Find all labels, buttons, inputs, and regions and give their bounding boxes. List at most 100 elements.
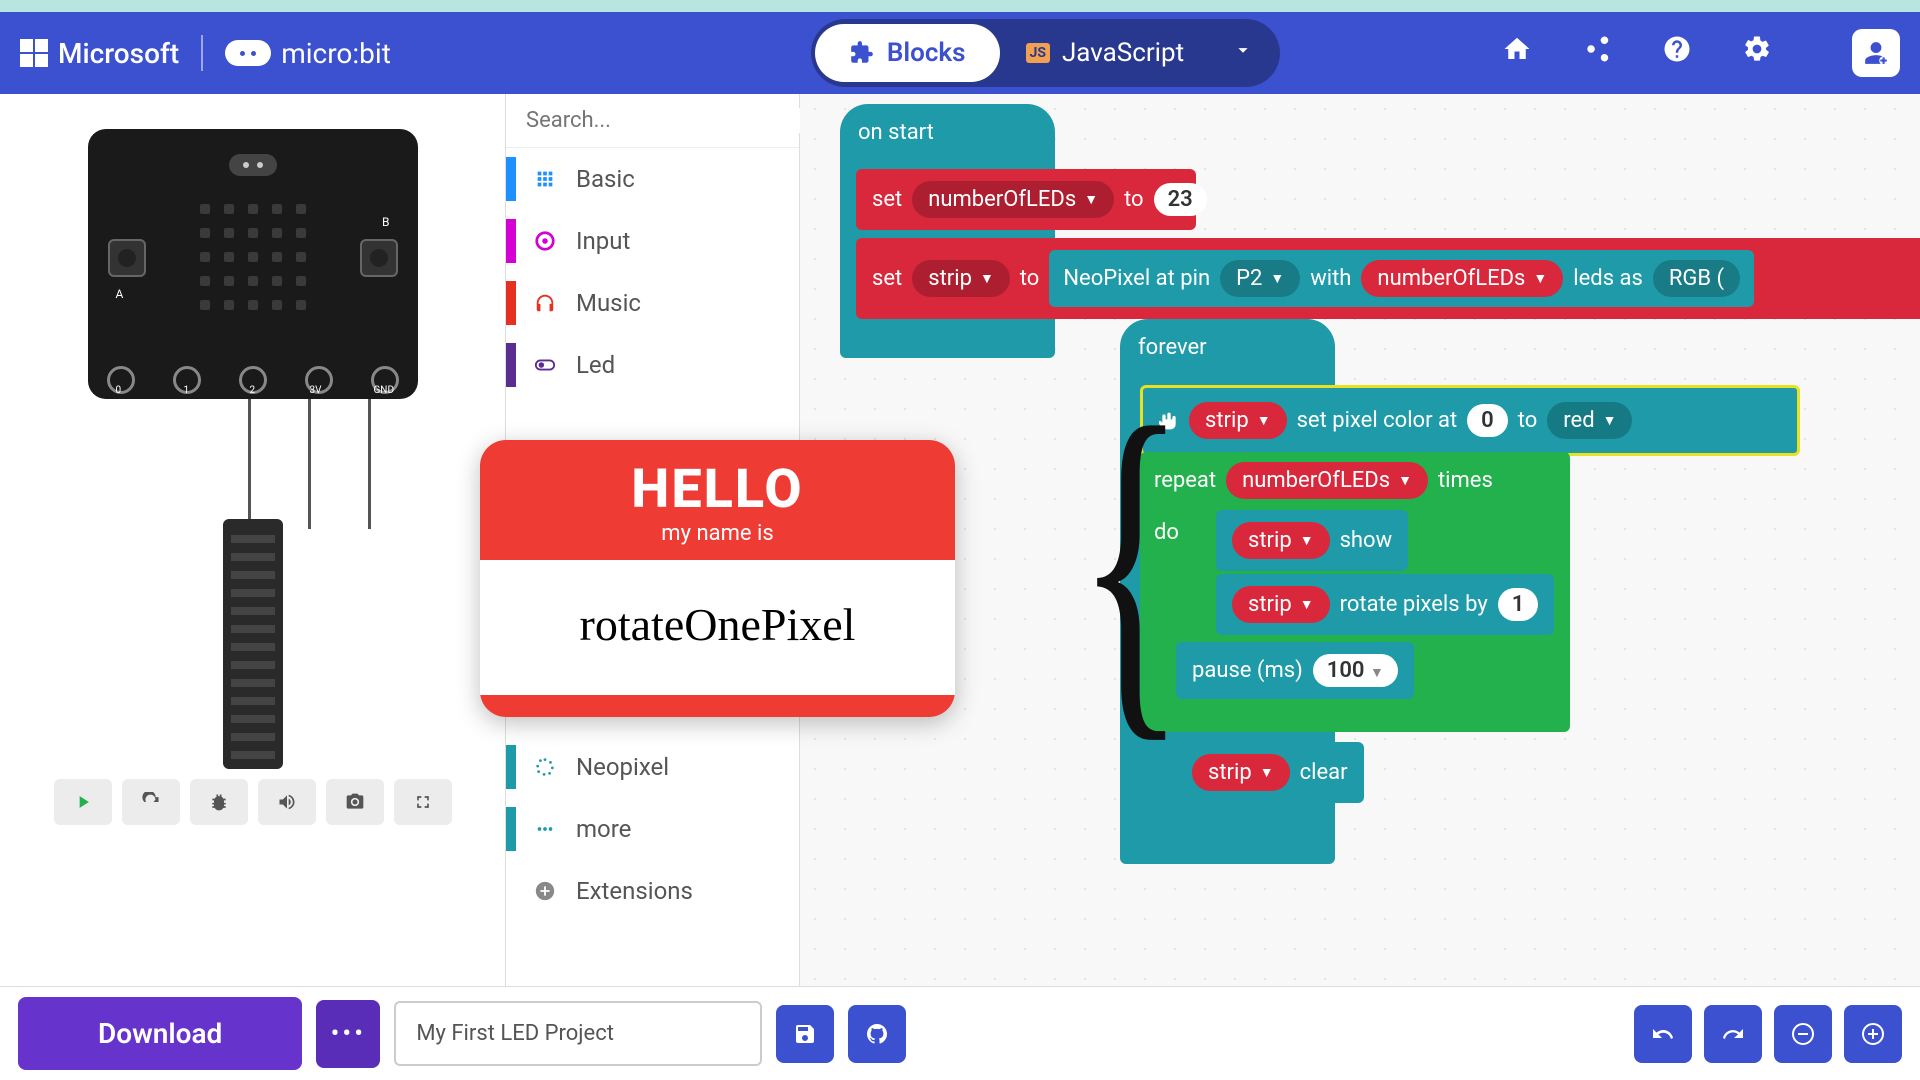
plus-icon xyxy=(1861,1022,1885,1046)
led-matrix xyxy=(200,204,306,310)
microsoft-logo[interactable]: Microsoft xyxy=(20,37,179,70)
pin-label-3v: 3V xyxy=(310,385,322,396)
language-dropdown[interactable] xyxy=(1210,39,1276,67)
fullscreen-button[interactable] xyxy=(394,779,452,825)
home-icon xyxy=(1502,34,1532,64)
save-button[interactable] xyxy=(776,1005,834,1063)
microbit-simulator[interactable]: A B 0 1 2 3V GND xyxy=(88,129,418,399)
category-extensions[interactable]: Extensions xyxy=(506,860,799,922)
help-button[interactable] xyxy=(1662,34,1692,72)
profile-icon xyxy=(1863,40,1889,66)
rotate-amount-input[interactable]: 1 xyxy=(1498,588,1539,621)
strip-var[interactable]: strip▼ xyxy=(1192,754,1290,791)
simulator-controls xyxy=(30,779,475,825)
snapshot-button[interactable] xyxy=(326,779,384,825)
download-button[interactable]: Download xyxy=(18,997,302,1070)
annotation-brace: { xyxy=(1076,400,1185,723)
set-pixel-color-block[interactable]: strip▼ set pixel color at 0 to red▼ xyxy=(1140,385,1800,456)
blocks-workspace[interactable]: on start set numberOfLEDs▼ to 23 set str… xyxy=(800,94,1920,1020)
neopixel-strip-icon xyxy=(223,519,283,769)
strip-dropdown[interactable]: strip▼ xyxy=(912,260,1010,297)
repeat-count-var[interactable]: numberOfLEDs▼ xyxy=(1226,462,1428,499)
share-button[interactable] xyxy=(1582,34,1612,72)
redo-button[interactable] xyxy=(1704,1005,1762,1063)
format-dropdown[interactable]: RGB ( xyxy=(1653,260,1740,297)
play-button[interactable] xyxy=(54,779,112,825)
minus-icon xyxy=(1791,1022,1815,1046)
category-led[interactable]: Led xyxy=(506,334,799,396)
strip-var[interactable]: strip▼ xyxy=(1232,522,1330,559)
nametag-name: rotateOnePixel xyxy=(480,560,955,695)
toolbox-search[interactable] xyxy=(506,94,799,148)
microbit-logo[interactable]: micro:bit xyxy=(225,37,391,70)
label-a: A xyxy=(116,287,124,301)
strip-clear-block[interactable]: strip▼ clear xyxy=(1176,742,1364,803)
header-bar: Microsoft micro:bit Blocks JS JavaScript xyxy=(0,12,1920,94)
neopixel-wiring xyxy=(88,399,418,759)
button-a[interactable] xyxy=(108,239,146,277)
nametag-header: HELLO my name is xyxy=(480,440,955,560)
category-neopixel[interactable]: Neopixel xyxy=(506,736,799,798)
set-strip-block[interactable]: set strip▼ to NeoPixel at pin P2▼ with n… xyxy=(856,238,1920,319)
tab-js-label: JavaScript xyxy=(1062,38,1184,68)
to-label: to xyxy=(1020,266,1040,291)
strip-var[interactable]: strip▼ xyxy=(1232,586,1330,623)
strip-show-block[interactable]: strip▼ show xyxy=(1216,510,1408,571)
undo-icon xyxy=(1651,1022,1675,1046)
redo-icon xyxy=(1721,1022,1745,1046)
fullscreen-icon xyxy=(413,792,433,812)
on-start-label: on start xyxy=(858,120,934,145)
bug-icon xyxy=(209,792,229,812)
pin-label-gnd: GND xyxy=(374,385,395,396)
footer-bar: Download ••• My First LED Project xyxy=(0,986,1920,1080)
project-name-input[interactable]: My First LED Project xyxy=(394,1001,762,1066)
color-dropdown[interactable]: red▼ xyxy=(1547,402,1632,439)
category-more[interactable]: more xyxy=(506,798,799,860)
nametag-annotation: HELLO my name is rotateOnePixel xyxy=(480,440,955,717)
zoom-in-button[interactable] xyxy=(1844,1005,1902,1063)
audio-button[interactable] xyxy=(258,779,316,825)
pin-dropdown[interactable]: P2▼ xyxy=(1220,260,1300,297)
search-input[interactable] xyxy=(526,108,804,133)
tab-javascript[interactable]: JS JavaScript xyxy=(1000,24,1211,82)
tab-blocks[interactable]: Blocks xyxy=(815,24,1000,82)
strip-var[interactable]: strip▼ xyxy=(1189,402,1287,439)
github-button[interactable] xyxy=(848,1005,906,1063)
zoom-out-button[interactable] xyxy=(1774,1005,1832,1063)
set-numberofleds-block[interactable]: set numberOfLEDs▼ to 23 xyxy=(856,169,1196,230)
variable-dropdown[interactable]: numberOfLEDs▼ xyxy=(912,181,1114,218)
edge-pins: 0 1 2 3V GND xyxy=(88,361,418,399)
speaker-icon xyxy=(277,792,297,812)
download-options-button[interactable]: ••• xyxy=(316,1000,380,1068)
puzzle-icon xyxy=(849,40,875,66)
microbit-icon xyxy=(225,40,271,66)
leds-count-var[interactable]: numberOfLEDs▼ xyxy=(1361,260,1563,297)
button-b[interactable] xyxy=(360,239,398,277)
pause-value-dropdown[interactable]: 100 ▼ xyxy=(1313,654,1398,687)
simulator-panel: A B 0 1 2 3V GND xyxy=(0,94,505,1020)
share-icon xyxy=(1582,34,1612,64)
settings-button[interactable] xyxy=(1742,34,1772,72)
pin-label-1: 1 xyxy=(184,385,190,396)
footer-right-controls xyxy=(1634,1005,1902,1063)
rotate-pixels-block[interactable]: strip▼ rotate pixels by 1 xyxy=(1216,574,1554,635)
category-basic[interactable]: Basic xyxy=(506,148,799,210)
github-icon xyxy=(865,1022,889,1046)
main-area: A B 0 1 2 3V GND xyxy=(0,94,1920,1020)
nametag-footer-stripe xyxy=(480,695,955,717)
microsoft-label: Microsoft xyxy=(58,37,179,70)
home-button[interactable] xyxy=(1502,34,1532,72)
on-start-block[interactable]: on start xyxy=(840,104,1055,358)
neopixel-constructor[interactable]: NeoPixel at pin P2▼ with numberOfLEDs▼ l… xyxy=(1049,250,1754,307)
value-input[interactable]: 23 xyxy=(1154,183,1207,216)
category-music[interactable]: Music xyxy=(506,272,799,334)
index-input[interactable]: 0 xyxy=(1467,404,1508,437)
debug-button[interactable] xyxy=(190,779,248,825)
pause-block[interactable]: pause (ms) 100 ▼ xyxy=(1176,642,1414,699)
header-divider xyxy=(201,35,203,71)
undo-button[interactable] xyxy=(1634,1005,1692,1063)
category-input[interactable]: Input xyxy=(506,210,799,272)
save-icon xyxy=(793,1022,817,1046)
restart-button[interactable] xyxy=(122,779,180,825)
profile-button[interactable] xyxy=(1852,29,1900,77)
